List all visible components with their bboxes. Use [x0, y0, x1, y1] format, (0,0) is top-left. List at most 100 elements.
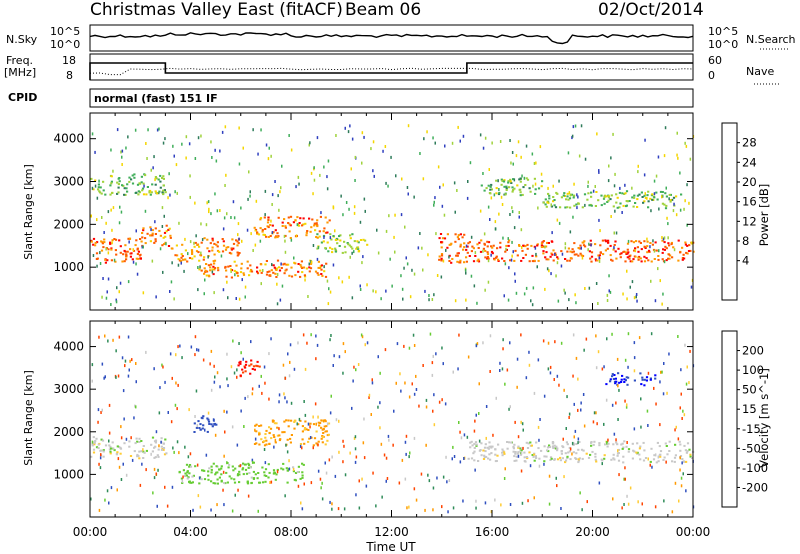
- heatmap-cell: [370, 413, 372, 416]
- heatmap-cell: [657, 258, 660, 261]
- heatmap-cell: [310, 260, 313, 264]
- heatmap-cell: [454, 299, 457, 303]
- heatmap-cell: [135, 257, 138, 260]
- heatmap-cell: [569, 230, 572, 234]
- heatmap-cell: [643, 200, 646, 203]
- heatmap-cell: [519, 177, 522, 180]
- heatmap-cell: [330, 394, 332, 398]
- heatmap-cell: [514, 451, 517, 453]
- heatmap-cell: [231, 509, 234, 513]
- heatmap-cell: [579, 491, 581, 495]
- heatmap-cell: [456, 236, 459, 239]
- heatmap-cell: [495, 460, 498, 462]
- heatmap-cell: [428, 479, 431, 483]
- heatmap-cell: [636, 198, 639, 201]
- heatmap-cell: [581, 254, 584, 257]
- heatmap-cell: [149, 234, 152, 237]
- heatmap-cell: [485, 455, 488, 458]
- heatmap-cell: [554, 447, 557, 450]
- heatmap-cell: [116, 445, 119, 448]
- heatmap-cell: [502, 180, 506, 183]
- heatmap-cell: [251, 458, 254, 462]
- heatmap-cell: [493, 193, 496, 197]
- heatmap-cell: [658, 453, 661, 456]
- heatmap-cell: [500, 195, 503, 199]
- heatmap-cell: [219, 209, 221, 212]
- heatmap-cell: [561, 252, 564, 256]
- heatmap-cell: [679, 171, 681, 175]
- heatmap-cell: [203, 478, 207, 481]
- heatmap-cell: [626, 403, 628, 407]
- heatmap-cell: [273, 266, 276, 269]
- heatmap-cell: [143, 451, 146, 454]
- heatmap-cell: [475, 444, 478, 447]
- heatmap-cell: [126, 190, 129, 193]
- heatmap-cell: [207, 200, 210, 204]
- heatmap-cell: [197, 348, 200, 352]
- heatmap-cell: [265, 260, 268, 262]
- heatmap-cell: [232, 242, 236, 245]
- heatmap-cell: [301, 462, 304, 465]
- heatmap-cell: [572, 125, 575, 129]
- heatmap-cell: [216, 209, 219, 213]
- heatmap-cell: [262, 481, 265, 484]
- heatmap-cell: [590, 444, 593, 447]
- heatmap-cell: [115, 349, 117, 353]
- heatmap-cell: [603, 422, 605, 426]
- heatmap-cell: [255, 423, 258, 426]
- heatmap-cell: [284, 225, 287, 228]
- heatmap-cell: [459, 139, 461, 143]
- heatmap-cell: [525, 177, 528, 180]
- heatmap-cell: [187, 476, 190, 479]
- heatmap-cell: [341, 280, 344, 284]
- heatmap-cell: [225, 471, 228, 474]
- heatmap-cell: [587, 192, 590, 195]
- heatmap-cell: [224, 430, 226, 434]
- heatmap-cell: [225, 269, 228, 272]
- heatmap-cell: [156, 128, 159, 132]
- heatmap-cell: [641, 196, 644, 198]
- heatmap-cell: [272, 231, 275, 234]
- heatmap-cell: [546, 446, 550, 449]
- heatmap-cell: [465, 298, 467, 302]
- heatmap-cell: [222, 240, 225, 243]
- heatmap-cell: [342, 342, 345, 346]
- plot-title: Christmas Valley East (fitACF): [90, 0, 343, 20]
- heatmap-cell: [133, 173, 136, 176]
- heatmap-cell: [472, 260, 476, 263]
- heatmap-cell: [110, 208, 112, 212]
- heatmap-cell: [263, 365, 266, 369]
- heatmap-cell: [327, 302, 330, 306]
- heatmap-cell: [272, 264, 275, 267]
- heatmap-cell: [508, 266, 510, 270]
- heatmap-cell: [214, 267, 217, 269]
- heatmap-cell: [478, 241, 481, 244]
- heatmap-cell: [603, 454, 606, 457]
- heatmap-cell: [486, 257, 489, 260]
- heatmap-cell: [320, 264, 323, 267]
- heatmap-cell: [415, 498, 418, 502]
- heatmap-cell: [617, 449, 619, 453]
- heatmap-cell: [484, 256, 487, 259]
- heatmap-cell: [659, 279, 661, 283]
- heatmap-cell: [189, 174, 191, 178]
- heatmap-cell: [120, 210, 123, 214]
- heatmap-cell: [138, 437, 141, 440]
- colorbar-tick-label: 12: [742, 214, 757, 228]
- heatmap-cell: [686, 223, 688, 227]
- heatmap-cell: [309, 141, 311, 145]
- heatmap-cell: [185, 156, 187, 160]
- heatmap-cell: [422, 268, 424, 272]
- heatmap-cell: [273, 422, 276, 425]
- heatmap-cell: [533, 177, 536, 180]
- heatmap-cell: [488, 445, 491, 448]
- heatmap-cell: [685, 251, 688, 254]
- heatmap-cell: [139, 483, 142, 487]
- heatmap-cell: [194, 201, 196, 205]
- heatmap-cell: [339, 234, 342, 237]
- heatmap-cell: [587, 180, 589, 184]
- heatmap-cell: [120, 425, 122, 429]
- heatmap-cell: [230, 216, 232, 219]
- heatmap-cell: [137, 190, 140, 193]
- heatmap-cell: [636, 451, 639, 454]
